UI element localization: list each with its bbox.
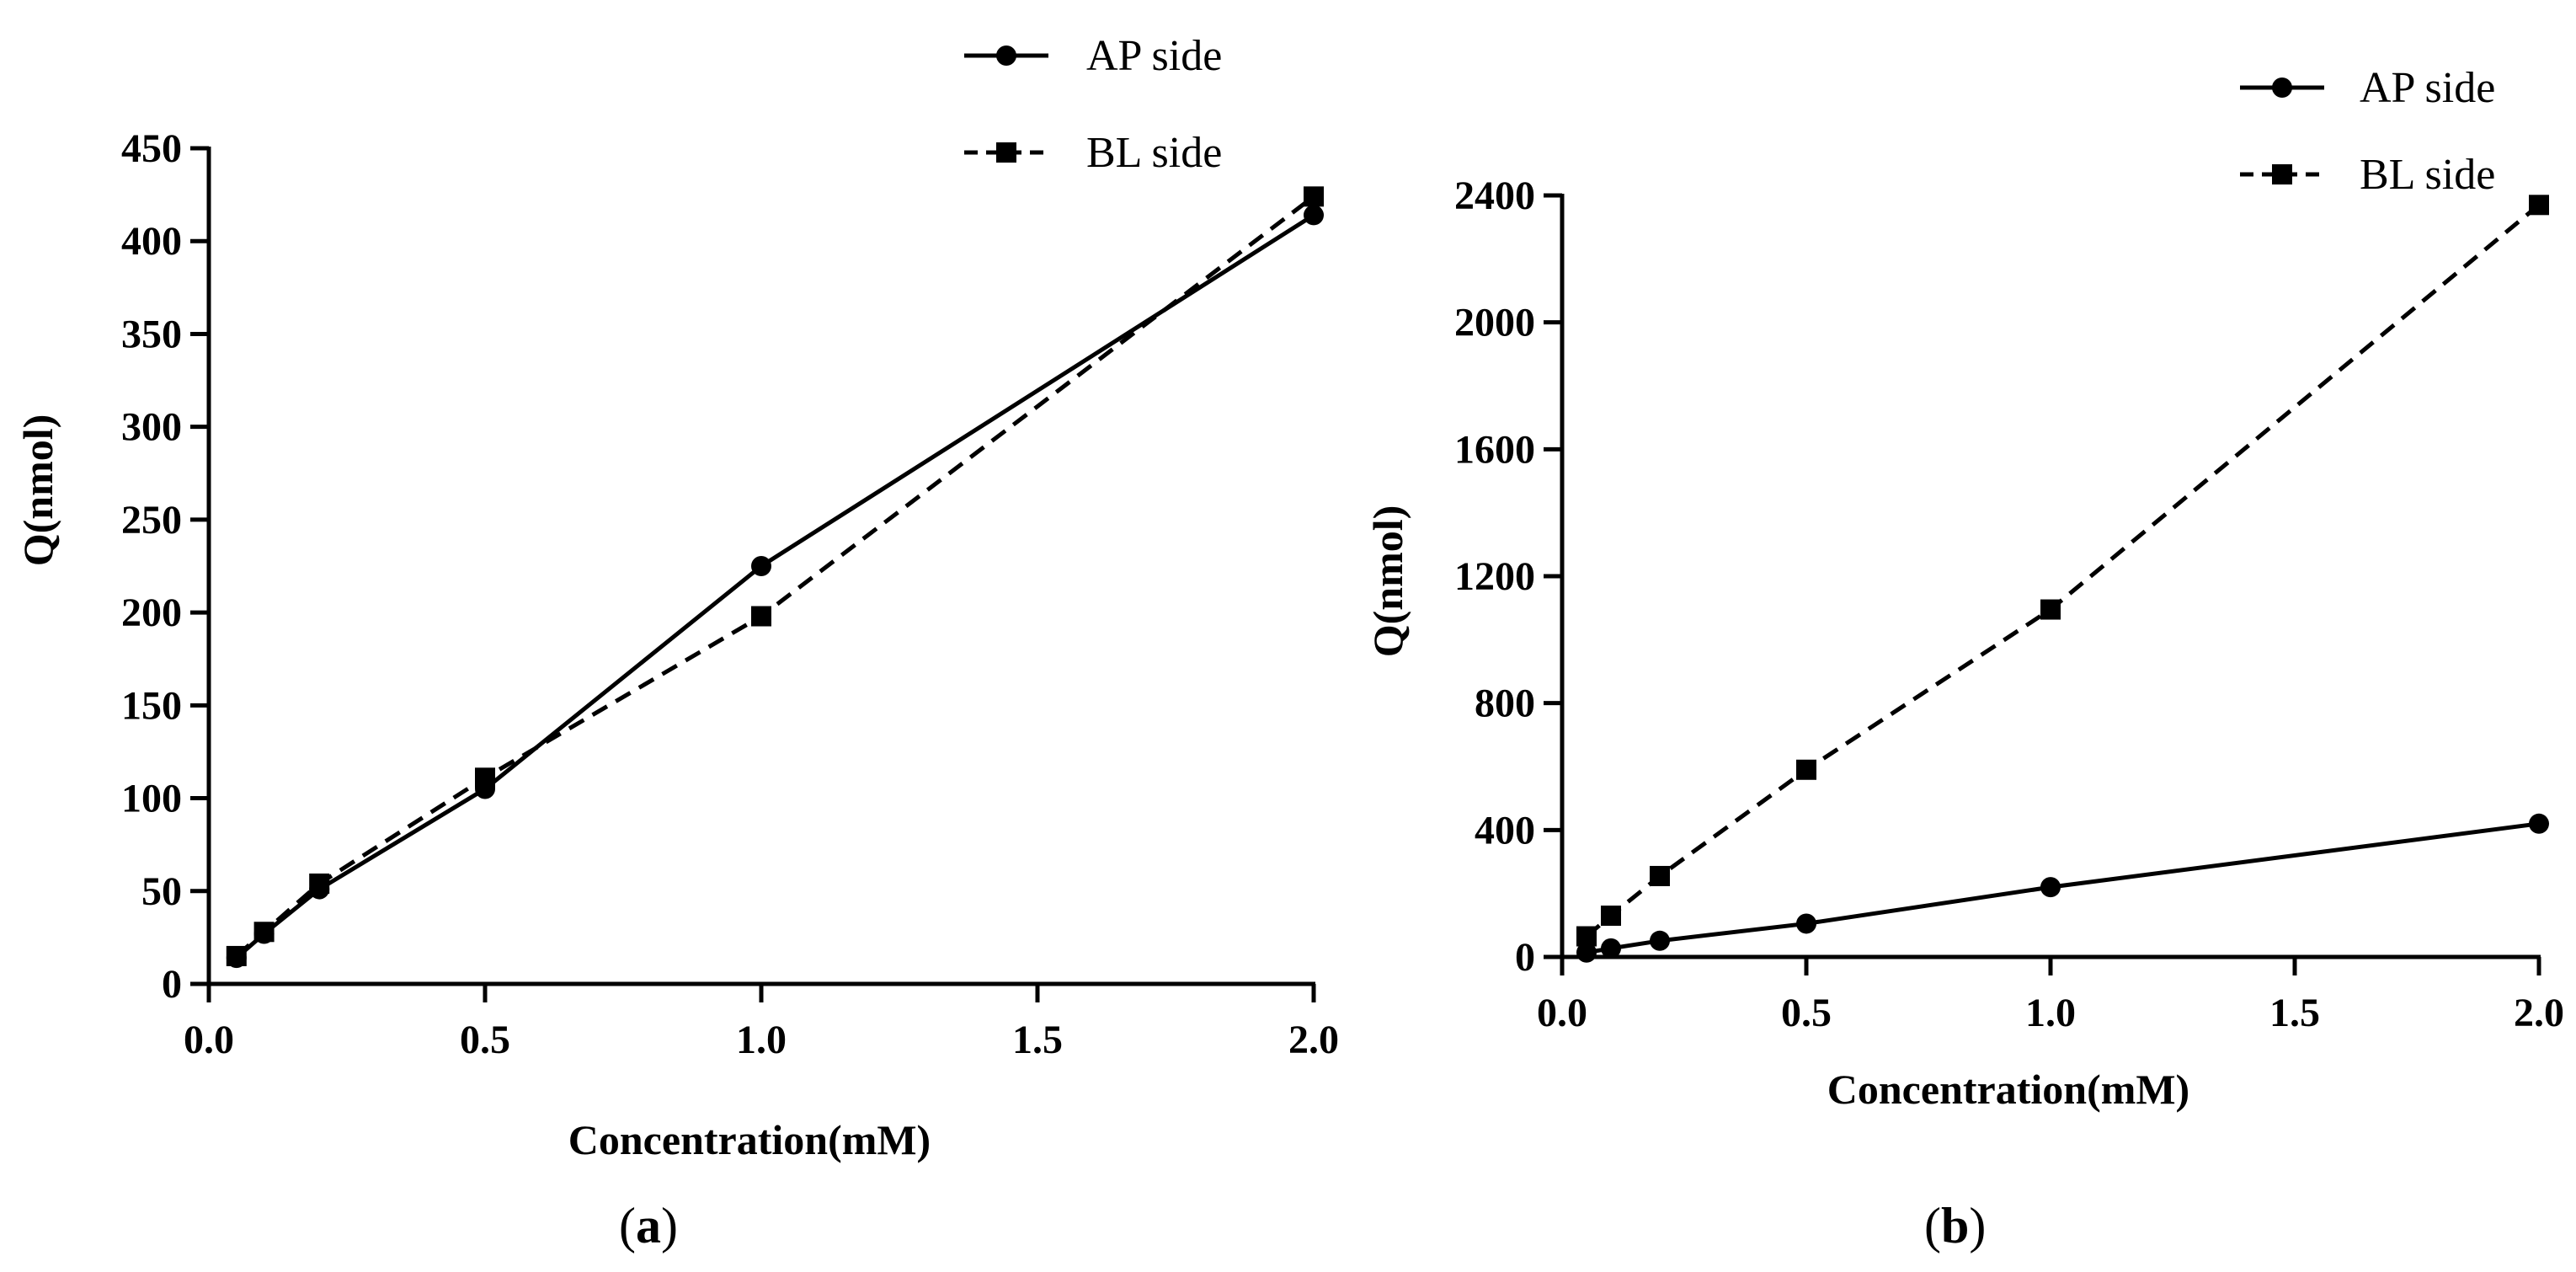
legend-label-ap-side: AP side (2360, 64, 2495, 112)
data-point-bl-side (1601, 906, 1621, 927)
x-tick-label: 0.5 (1781, 991, 1832, 1035)
panel-label-a: (a) (619, 1198, 678, 1253)
panel-label-close: ) (1969, 1198, 1986, 1253)
y-tick-label: 200 (121, 591, 182, 635)
x-tick-label: 1.0 (736, 1018, 787, 1062)
data-point-ap-side (1650, 930, 1670, 951)
y-tick-label: 50 (141, 869, 182, 914)
y-ticks: 0 400 800 1200 1600 2000 2400 (1454, 174, 1562, 980)
x-tick-label: 1.5 (1012, 1018, 1063, 1062)
legend-label-ap-side: AP side (1086, 32, 1222, 80)
chart-panel-a: 0 50 100 150 200 250 300 350 400 450 0.0 0.5 1.0 1.5… (14, 32, 1339, 1253)
y-tick-label: 450 (121, 126, 182, 171)
legend-marker-bl-side (2272, 164, 2292, 184)
y-tick-label: 300 (121, 405, 182, 450)
x-ticks: 0.0 0.5 1.0 1.5 2.0 (1537, 957, 2564, 1035)
legend: AP side BL side (964, 32, 1222, 177)
data-point-ap-side (751, 556, 771, 576)
data-point-ap-side (1796, 913, 1816, 934)
x-tick-label: 2.0 (2514, 991, 2564, 1035)
x-tick-label: 0.0 (1537, 991, 1587, 1035)
legend-label-bl-side: BL side (1086, 129, 1222, 177)
x-ticks: 0.0 0.5 1.0 1.5 2.0 (184, 984, 1339, 1062)
panel-label-letter: b (1941, 1198, 1969, 1253)
y-tick-label: 2000 (1454, 301, 1535, 345)
panel-label-b: (b) (1924, 1198, 1986, 1253)
y-tick-label: 400 (121, 219, 182, 264)
data-point-bl-side (226, 945, 247, 966)
series-line-ap-side (235, 213, 1315, 960)
y-tick-label: 250 (121, 498, 182, 542)
series-line-bl-side (1585, 203, 2541, 938)
panel-label-close: ) (661, 1198, 678, 1253)
legend: AP side BL side (2240, 64, 2495, 199)
data-point-ap-side (1576, 942, 1597, 963)
x-axis-title: Concentration(mM) (568, 1116, 931, 1163)
data-point-bl-side (1650, 865, 1670, 886)
data-point-bl-side (1304, 186, 1324, 207)
data-point-bl-side (475, 767, 495, 788)
series-line-ap-side (1586, 821, 2540, 955)
data-point-ap-side (1601, 938, 1621, 959)
data-point-bl-side (2529, 195, 2549, 216)
panel-label-open: ( (619, 1198, 636, 1253)
y-ticks: 0 50 100 150 200 250 300 350 400 450 (121, 126, 209, 1007)
data-point-ap-side (2040, 877, 2061, 898)
legend-marker-ap-side (996, 45, 1016, 66)
y-tick-label: 800 (1475, 681, 1535, 726)
x-tick-label: 2.0 (1288, 1018, 1339, 1062)
x-axis-title: Concentration(mM) (1827, 1066, 2189, 1113)
panel-label-open: ( (1924, 1198, 1941, 1253)
y-tick-label: 400 (1475, 808, 1535, 852)
y-axis-title: Q(nmol) (1364, 505, 1411, 658)
data-point-bl-side (1576, 926, 1597, 947)
y-tick-label: 100 (121, 777, 182, 821)
x-tick-label: 0.0 (184, 1018, 234, 1062)
data-point-bl-side (2040, 599, 2061, 620)
data-point-bl-side (751, 606, 771, 627)
x-tick-label: 1.5 (2269, 991, 2320, 1035)
data-point-ap-side (1304, 205, 1324, 226)
y-tick-label: 1200 (1454, 554, 1535, 599)
y-tick-label: 350 (121, 312, 182, 356)
panel-label-letter: a (636, 1198, 661, 1253)
y-tick-label: 1600 (1454, 427, 1535, 472)
series-group (1576, 195, 2549, 963)
y-axis-title: Q(nmol) (14, 414, 61, 567)
series-group (226, 186, 1324, 969)
y-tick-label: 0 (162, 962, 182, 1007)
y-tick-label: 2400 (1454, 174, 1535, 218)
legend-marker-bl-side (996, 142, 1016, 163)
legend-label-bl-side: BL side (2360, 151, 2495, 199)
data-point-bl-side (253, 922, 275, 943)
y-tick-label: 0 (1515, 935, 1535, 980)
legend-marker-ap-side (2272, 77, 2292, 98)
x-tick-label: 0.5 (460, 1018, 510, 1062)
data-point-bl-side (1796, 759, 1816, 780)
data-point-ap-side (2529, 813, 2549, 834)
y-tick-label: 150 (121, 683, 182, 728)
x-tick-label: 1.0 (2025, 991, 2076, 1035)
data-point-bl-side (309, 873, 330, 894)
